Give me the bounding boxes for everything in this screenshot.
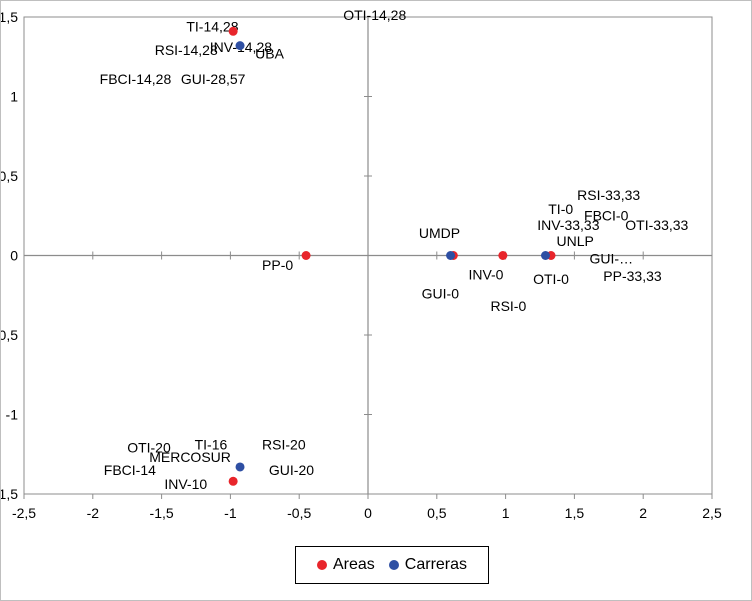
y-tick-label: -1: [6, 407, 19, 423]
point-label: UBA: [255, 45, 284, 61]
x-tick-label: 0,5: [427, 505, 447, 521]
point-label: MERCOSUR: [149, 449, 231, 465]
legend-marker: [388, 560, 399, 570]
data-point-carreras: [541, 251, 551, 260]
data-point-areas: [228, 26, 238, 36]
point-label: GUI-28,57: [181, 71, 246, 87]
x-tick-label: -0,5: [287, 505, 311, 521]
point-label: INV-33,33: [537, 217, 599, 233]
point-label: GUI-20: [269, 462, 314, 478]
point-label: INV-10: [164, 476, 207, 492]
point-label: PP-33,33: [603, 268, 662, 284]
point-label: RSI-14,28: [155, 42, 218, 58]
x-tick-label: -1,5: [150, 505, 174, 521]
x-tick-label: -2: [87, 505, 100, 521]
tick-labels: -2,5 -2 -1,5 -1 -0,5 0 0,5 1 1,5 2 2,5 1,5 1 0,5 0 -0,5…: [1, 9, 722, 521]
scatter-chart: -2,5 -2 -1,5 -1 -0,5 0 0,5 1 1,5 2 2,5 1,5 1 0,5 0 -0,5…: [1, 7, 722, 521]
legend-item-carreras: Carreras: [388, 556, 468, 574]
data-point-areas: [498, 251, 508, 260]
point-label: FBCI-0: [584, 208, 629, 224]
legend: Areas Carreras: [295, 546, 489, 584]
point-label: GUI-0: [422, 285, 460, 301]
point-label: RSI-33,33: [577, 187, 640, 203]
data-point-areas: [301, 251, 311, 260]
legend-item-areas: Areas: [316, 556, 375, 574]
point-label: GUI-…: [590, 250, 634, 266]
legend-label: Carreras: [404, 556, 468, 573]
y-tick-label: 1: [10, 89, 18, 105]
point-label: RSI-0: [490, 298, 526, 314]
y-tick-label: 0,5: [1, 168, 18, 184]
point-label: FBCI-14,28: [100, 71, 172, 87]
x-tick-label: 2,5: [702, 505, 722, 521]
point-label: FBCI-14: [104, 462, 156, 478]
point-label: TI-0: [548, 201, 573, 217]
legend-label: Areas: [332, 556, 375, 573]
point-label: OTI-14,28: [343, 7, 406, 23]
y-tick-label: -0,5: [1, 327, 18, 343]
x-tick-label: 1,5: [565, 505, 585, 521]
x-tick-label: 0: [364, 505, 372, 521]
y-tick-label: -1,5: [1, 486, 18, 502]
axes: [23, 16, 713, 499]
point-label: INV-0: [468, 266, 503, 282]
x-tick-label: -2,5: [12, 505, 36, 521]
x-tick-label: -1: [224, 505, 237, 521]
data-points: [228, 26, 556, 486]
point-label: OTI-20: [127, 440, 171, 456]
point-label: OTI-0: [533, 271, 569, 287]
data-point-areas: [228, 476, 238, 486]
point-label: TI-16: [195, 436, 228, 452]
legend-marker: [316, 560, 327, 570]
data-point-carreras: [446, 251, 456, 260]
annotations: TI-14,28OTI-14,28RSI-14,28INV-14,28UBAFB…: [100, 7, 689, 492]
y-tick-label: 1,5: [1, 9, 18, 25]
y-tick-label: 0: [10, 248, 18, 264]
point-label: TI-14,28: [186, 18, 238, 34]
point-label: UNLP: [557, 233, 594, 249]
point-label: RSI-20: [262, 436, 306, 452]
point-label: UMDP: [419, 225, 460, 241]
point-label: OTI-33,33: [625, 217, 688, 233]
data-point-carreras: [235, 462, 245, 472]
data-point-carreras: [235, 41, 245, 51]
x-tick-label: 2: [639, 505, 647, 521]
x-tick-label: 1: [502, 505, 510, 521]
point-label: PP-0: [262, 257, 293, 273]
